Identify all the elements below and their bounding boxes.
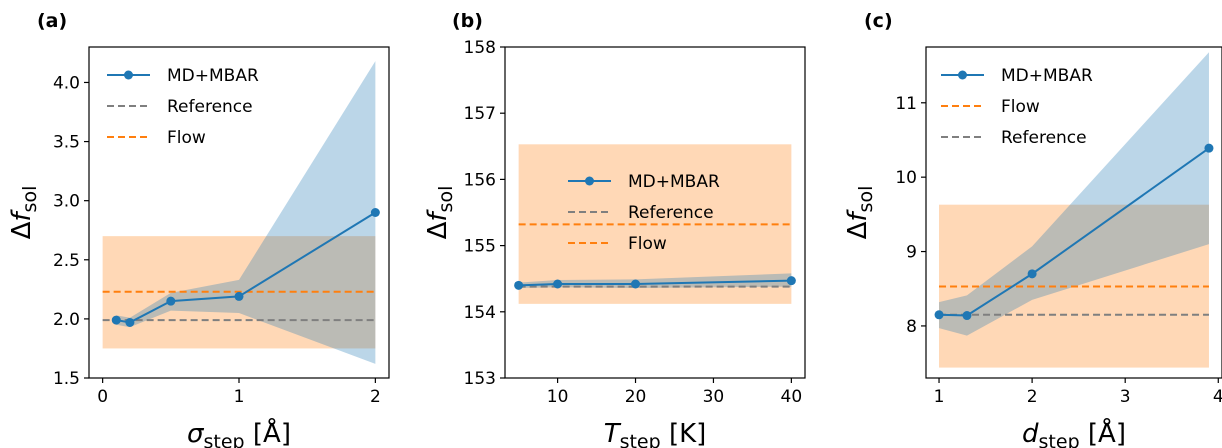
md-mbar-point (370, 208, 380, 217)
x-tick-label: 2 (370, 387, 381, 407)
y-tick-label: 155 (464, 237, 496, 257)
md-mbar-line (939, 147, 1210, 317)
md-mbar-point (514, 280, 524, 290)
legend-md-mbar-marker (585, 176, 594, 186)
y-tick-label: 9 (906, 243, 917, 263)
md-mbar-point (1204, 143, 1214, 153)
y-tick-label: 11 (895, 94, 917, 114)
legend-reference-label: Reference (628, 203, 714, 223)
md-mbar-point (786, 276, 796, 286)
legend-md-mbar-marker (124, 70, 133, 80)
md-mbar-point (934, 310, 944, 320)
x-axis-label: Tstep [K] (604, 419, 707, 448)
panel-b: 10 20 30 40 153 154 155 156 157 158 (b) Tstep [K] Δf… (423, 10, 806, 448)
y-tick-label: 4.0 (53, 73, 80, 93)
x-axis-label-unit: [K] (661, 419, 707, 448)
legend: MD+MBAR Reference Flow (568, 172, 720, 254)
legend-flow-label: Flow (167, 128, 206, 148)
x-axis-label: dstep [Å] (1022, 417, 1126, 448)
x-axis-label-symbol: d (1022, 419, 1039, 448)
y-axis-label: Δfsol (843, 186, 877, 240)
x-tick-label: 4 (1213, 387, 1222, 407)
x-axis-label-subscript: step (620, 431, 661, 448)
x-tick-label: 1 (934, 387, 945, 407)
y-axis-label-subscript: sol (435, 186, 457, 213)
md-mbar-point (1027, 269, 1037, 279)
panel-label: (a) (37, 10, 67, 32)
axes-frame (925, 46, 1222, 379)
plot-area (934, 52, 1214, 368)
legend-md-label: MD+MBAR (1001, 66, 1093, 86)
x-axis-label-symbol: T (604, 419, 622, 448)
md-mbar-point (631, 279, 641, 289)
legend-reference-label: Reference (1001, 128, 1087, 148)
x-tick-label: 10 (547, 387, 569, 407)
x-tick-label: 20 (625, 387, 647, 407)
md-mbar-uncertainty-band (939, 52, 1209, 336)
y-tick-label: 153 (464, 369, 496, 389)
y-tick-label: 157 (464, 104, 496, 124)
y-axis-label-subscript: sol (19, 186, 41, 213)
y-axis-label-subscript: sol (855, 186, 877, 213)
y-tick-label: 1.5 (53, 369, 80, 389)
legend: MD+MBAR Flow Reference (941, 66, 1093, 148)
y-tick-label: 10 (895, 168, 917, 188)
md-mbar-uncertainty-band (116, 61, 376, 364)
legend-flow-label: Flow (1001, 97, 1040, 117)
y-axis-label-prefix: Δ (7, 221, 37, 239)
md-mbar-point (553, 279, 563, 289)
legend: MD+MBAR Reference Flow (107, 66, 259, 148)
md-mbar-point (962, 311, 972, 321)
panel-label: (c) (864, 10, 893, 32)
y-axis-label-prefix: Δ (423, 221, 453, 239)
y-axis-label: Δfsol (423, 186, 457, 240)
y-tick-label: 158 (464, 38, 496, 58)
y-tick-label: 154 (464, 303, 496, 323)
panel-label: (b) (452, 10, 483, 32)
y-axis-label-prefix: Δ (843, 221, 873, 239)
y-axis-label: Δfsol (7, 186, 41, 240)
legend-md-mbar-marker (958, 70, 967, 80)
panel-c: 1 2 3 4 8 9 10 11 (c) dstep [Å] Δfsol MD+MBAR Flow Re… (843, 10, 1222, 448)
panel-a: 0 1 2 1.5 2.0 2.5 3.0 3.5 4.0 (a) σstep [Å] Δfsol MD… (7, 10, 390, 448)
x-axis-label-unit: [Å] (245, 417, 291, 448)
y-tick-label: 156 (464, 170, 496, 190)
plot-area (102, 61, 380, 364)
legend-md-label: MD+MBAR (628, 172, 720, 192)
axes-frame (504, 46, 806, 379)
x-axis-label-subscript: step (204, 431, 245, 448)
legend-md-label: MD+MBAR (167, 66, 259, 86)
x-tick-label: 40 (781, 387, 803, 407)
y-tick-label: 2.5 (53, 251, 80, 271)
x-axis-label-unit: [Å] (1080, 417, 1126, 448)
x-axis-label: σstep [Å] (187, 417, 291, 448)
y-tick-label: 3.5 (53, 133, 80, 153)
md-mbar-point (234, 291, 244, 301)
md-mbar-line (518, 279, 792, 287)
x-tick-label: 2 (1027, 387, 1038, 407)
x-tick-label: 30 (703, 387, 725, 407)
md-mbar-point (166, 296, 176, 306)
x-tick-label: 3 (1120, 387, 1131, 407)
md-mbar-point (111, 315, 121, 325)
y-tick-label: 2.0 (53, 310, 80, 330)
y-tick-label: 8 (906, 317, 917, 337)
y-tick-label: 3.0 (53, 192, 80, 212)
x-tick-label: 0 (97, 387, 108, 407)
plot-area (514, 144, 796, 304)
x-axis-label-symbol: σ (187, 419, 205, 448)
md-mbar-point (125, 317, 135, 327)
legend-reference-label: Reference (167, 97, 253, 117)
legend-flow-label: Flow (628, 234, 667, 254)
x-tick-label: 1 (234, 387, 245, 407)
x-axis-label-subscript: step (1039, 431, 1080, 448)
